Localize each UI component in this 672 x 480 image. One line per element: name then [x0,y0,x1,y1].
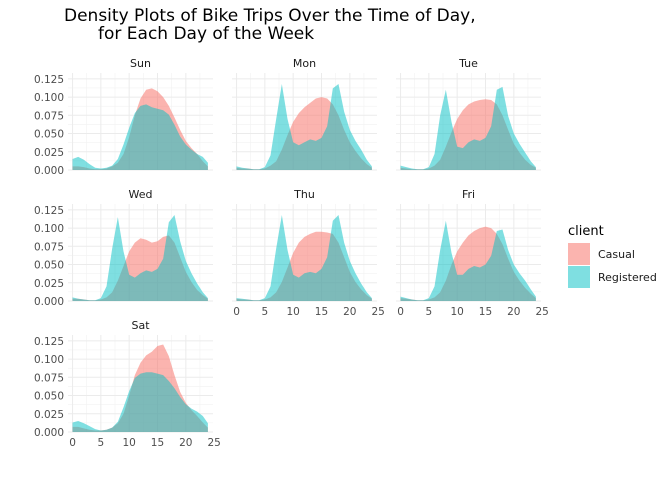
y-tick-label: 0.100 [34,92,64,104]
x-tick-label: 10 [286,306,299,318]
facet-panel-mon: Mon [232,57,377,171]
facet-strip-label: Fri [462,188,475,201]
facet-panel-wed: Wed 0.000 0.025 0.050 0.075 0.100 0.125 [34,188,213,308]
y-tick-label: 0.050 [34,129,64,141]
x-tick-label: 5 [426,306,433,318]
facet-strip-label: Sun [130,57,151,70]
facet-strip-label: Sat [131,319,150,332]
density-area-registered [72,214,208,301]
facet-strip-label: Thu [293,188,315,201]
y-tick-label: 0.075 [34,110,64,122]
x-tick-label: 25 [207,437,220,449]
x-tick-label: 15 [479,306,492,318]
density-area-registered [72,372,208,432]
facet-panel-sat: Sat 0.000 0.025 0.050 0.075 0.100 0.125 0 5 10 15 2… [34,319,221,449]
legend-label-casual: Casual [598,248,635,261]
y-tick-label: 0.025 [34,409,64,421]
density-area-registered [236,214,372,301]
chart-title: Density Plots of Bike Trips Over the Tim… [64,6,476,26]
y-tick-label: 0.075 [34,241,64,253]
y-tick-label: 0.025 [34,147,64,159]
density-area-registered [400,220,536,301]
x-tick-label: 20 [179,437,192,449]
y-tick-label: 0.000 [34,427,64,439]
x-tick-label: 25 [535,306,548,318]
x-tick-label: 0 [233,306,240,318]
y-tick-label: 0.050 [34,260,64,272]
y-tick-label: 0.025 [34,278,64,290]
density-area-registered [400,86,536,170]
facet-panels: Sun 0.000 0.025 0.050 0.075 0.100 0.125 Mon Tue W… [34,57,549,449]
x-tick-label: 10 [450,306,463,318]
density-area-registered [72,104,208,170]
x-tick-label: 20 [343,306,356,318]
x-tick-label: 0 [397,306,404,318]
x-tick-label: 10 [122,437,135,449]
x-tick-label: 5 [98,437,105,449]
facet-strip-label: Tue [458,57,478,70]
y-tick-label: 0.050 [34,391,64,403]
legend: client Casual Registered [568,224,657,288]
facet-panel-sun: Sun 0.000 0.025 0.050 0.075 0.100 0.125 [34,57,213,177]
legend-key-casual [568,243,590,265]
y-tick-label: 0.125 [34,205,64,217]
y-tick-label: 0.000 [34,296,64,308]
facet-panel-fri: Fri 0 5 10 15 20 25 [396,188,549,318]
facet-panel-tue: Tue [396,57,541,171]
x-tick-label: 15 [315,306,328,318]
facet-strip-label: Mon [293,57,316,70]
y-tick-label: 0.075 [34,372,64,384]
x-tick-label: 15 [151,437,164,449]
legend-title: client [568,224,604,239]
density-area-registered [236,83,372,170]
y-tick-label: 0.125 [34,74,64,86]
y-tick-label: 0.100 [34,354,64,366]
chart-title-line2: for Each Day of the Week [98,24,314,44]
x-tick-label: 5 [262,306,269,318]
legend-key-registered [568,266,590,288]
facet-strip-label: Wed [129,188,153,201]
y-tick-label: 0.100 [34,223,64,235]
y-tick-label: 0.125 [34,336,64,348]
facet-panel-thu: Thu 0 5 10 15 20 25 [232,188,385,318]
x-tick-label: 20 [507,306,520,318]
y-tick-label: 0.000 [34,165,64,177]
legend-label-registered: Registered [598,271,657,284]
x-tick-label: 25 [371,306,384,318]
x-tick-label: 0 [69,437,76,449]
